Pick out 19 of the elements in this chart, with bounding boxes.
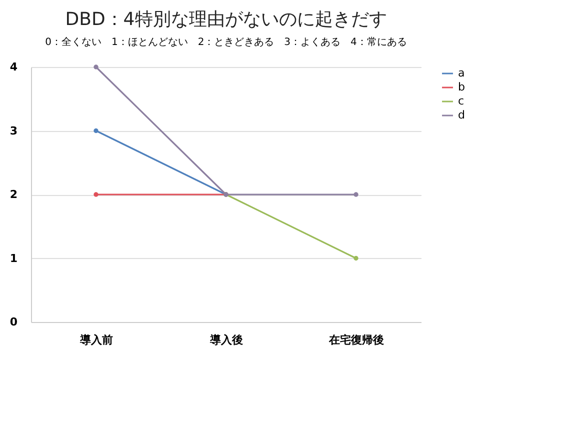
y-tick-label: 2 bbox=[10, 188, 18, 201]
x-tick-label: 導入後 bbox=[209, 334, 243, 346]
y-tick-label: 4 bbox=[10, 60, 18, 74]
point bbox=[94, 192, 98, 197]
x-tick-label: 導入前 bbox=[79, 334, 113, 346]
legend-label: b bbox=[458, 80, 465, 94]
legend-label: a bbox=[458, 66, 465, 80]
y-tick-label: 0 bbox=[10, 316, 18, 328]
x-tick-label: 在宅復帰後 bbox=[328, 334, 384, 346]
chart-title: DBD：4特別な理由がないのに起きだす bbox=[65, 9, 387, 30]
point bbox=[94, 128, 98, 134]
y-tick-label: 1 bbox=[10, 252, 18, 265]
point bbox=[94, 64, 98, 70]
point bbox=[354, 256, 358, 261]
legend-label: d bbox=[458, 108, 465, 122]
legend-label: c bbox=[458, 94, 464, 108]
point bbox=[354, 192, 358, 197]
y-tick-label: 3 bbox=[10, 124, 18, 138]
chart-subtitle: 0：全くない 1：ほとんどない 2：ときどきある 3：よくある 4：常にある bbox=[45, 36, 407, 48]
